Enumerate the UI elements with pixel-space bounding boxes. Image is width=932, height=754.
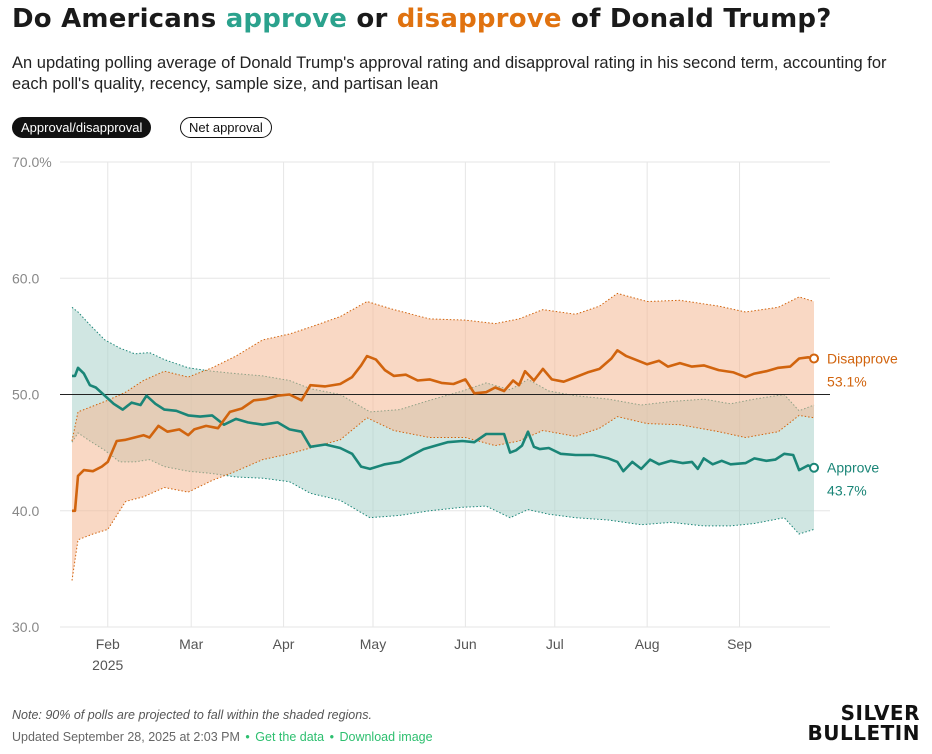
approve-band-upper-edge [71,306,815,413]
page-subtitle: An updating polling average of Donald Tr… [12,54,887,93]
x-tick-label: Mar [179,636,203,652]
download-image-link[interactable]: Download image [339,730,433,744]
title-approve-word: approve [225,4,348,34]
disapprove-value-label: 53.1% [827,373,867,389]
y-tick-label: 70.0% [12,154,52,170]
page-title: Do Americans approve or disapprove of Do… [12,4,832,34]
title-disapprove-word: disapprove [396,4,562,34]
x-tick-year-label: 2025 [92,657,123,673]
separator-dot: • [245,730,250,744]
y-tick-label: 30.0 [12,619,39,635]
toggle-approval-disapproval[interactable]: Approval/disapproval [12,117,152,138]
approval-chart: 30.0 40.0 50.0 60.0 70.0% Feb 2025 Mar Apr May Jun… [12,154,898,673]
logo-line-1: SILVER [840,701,920,725]
approve-series-label: Approve [827,460,879,476]
disapprove-band-upper-edge [71,292,815,442]
updated-timestamp: Updated September 28, 2025 at 2:03 PM [12,730,240,744]
approve-line [72,366,815,473]
y-tick-label: 50.0 [12,387,39,403]
label-layer: Approve 43.7% Disapprove 53.1% [827,350,898,498]
silver-bulletin-logo: SILVER BULLETIN [808,703,920,743]
x-tick-label: Apr [273,636,295,652]
line-layer [72,349,820,513]
disapprove-end-marker [809,353,820,364]
y-tick-label: 60.0 [12,270,39,286]
x-tick-label: Feb [96,636,120,652]
logo-line-2: BULLETIN [807,721,920,745]
x-tick-label: Jun [454,636,477,652]
separator-dot: • [329,730,334,744]
chart-note: Note: 90% of polls are projected to fall… [12,708,372,722]
disapprove-series-label: Disapprove [827,350,898,366]
x-tick-label: Aug [635,636,660,652]
toggle-net-approval[interactable]: Net approval [180,117,272,138]
get-data-link[interactable]: Get the data [255,730,325,744]
approve-value-label: 43.7% [827,483,867,499]
title-middle: or [347,4,397,34]
disapprove-band-lower-edge [71,414,815,581]
disapprove-band [72,293,814,581]
disapprove-line [72,349,815,513]
approve-end-marker [809,462,820,473]
x-tick-label: Sep [727,636,752,652]
footer-bar: Updated September 28, 2025 at 2:03 PM • … [12,730,433,744]
title-suffix: of Donald Trump? [561,4,832,34]
y-tick-label: 40.0 [12,503,39,519]
band-layer [71,292,815,581]
x-tick-label: Jul [546,636,564,652]
title-prefix: Do Americans [12,4,226,34]
x-tick-label: May [360,636,386,652]
